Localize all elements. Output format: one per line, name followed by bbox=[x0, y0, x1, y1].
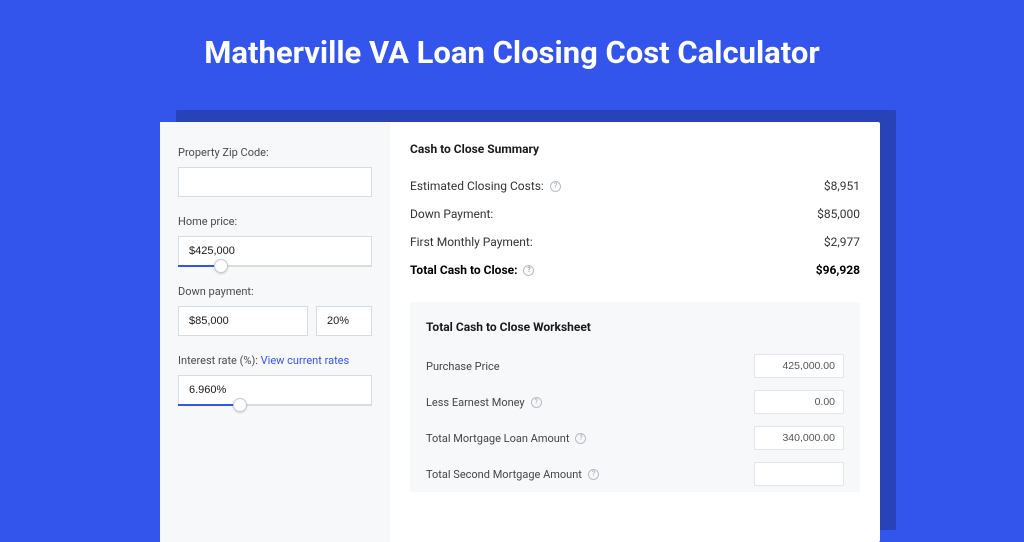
help-icon[interactable]: ? bbox=[575, 433, 586, 444]
inputs-panel: Property Zip Code: Home price: Down paym… bbox=[160, 122, 390, 542]
home-price-input[interactable] bbox=[178, 236, 372, 266]
home-price-group: Home price: bbox=[178, 215, 372, 267]
zip-group: Property Zip Code: bbox=[178, 146, 372, 197]
ws-label: Total Mortgage Loan Amount bbox=[426, 432, 569, 445]
down-payment-label: Down payment: bbox=[178, 285, 372, 298]
ws-input[interactable] bbox=[754, 354, 844, 378]
slider-fill bbox=[178, 404, 240, 406]
help-icon[interactable]: ? bbox=[523, 265, 534, 276]
slider-track bbox=[178, 265, 372, 267]
view-rates-link[interactable]: View current rates bbox=[261, 354, 350, 367]
slider-track bbox=[178, 404, 372, 406]
ws-input[interactable] bbox=[754, 390, 844, 414]
summary-value: $8,951 bbox=[824, 179, 860, 193]
summary-label: Estimated Closing Costs: bbox=[410, 179, 544, 193]
help-icon[interactable]: ? bbox=[550, 181, 561, 192]
interest-input[interactable] bbox=[178, 375, 372, 405]
worksheet-panel: Total Cash to Close Worksheet Purchase P… bbox=[410, 302, 860, 492]
interest-group: Interest rate (%): View current rates bbox=[178, 354, 372, 406]
home-price-label: Home price: bbox=[178, 215, 372, 228]
ws-input[interactable] bbox=[754, 462, 844, 486]
summary-value: $2,977 bbox=[824, 235, 860, 249]
interest-label: Interest rate (%): View current rates bbox=[178, 354, 372, 367]
interest-slider[interactable] bbox=[178, 375, 372, 406]
zip-input[interactable] bbox=[178, 167, 372, 197]
slider-thumb[interactable] bbox=[214, 259, 228, 273]
summary-label: Down Payment: bbox=[410, 207, 493, 221]
worksheet-row: Total Mortgage Loan Amount ? bbox=[426, 420, 844, 456]
summary-row: Down Payment: $85,000 bbox=[410, 200, 860, 228]
summary-total-row: Total Cash to Close: ? $96,928 bbox=[410, 256, 860, 284]
page-title: Matherville VA Loan Closing Cost Calcula… bbox=[0, 0, 1024, 95]
summary-row: First Monthly Payment: $2,977 bbox=[410, 228, 860, 256]
ws-input[interactable] bbox=[754, 426, 844, 450]
worksheet-row: Less Earnest Money ? bbox=[426, 384, 844, 420]
summary-value: $85,000 bbox=[817, 207, 860, 221]
ws-label: Purchase Price bbox=[426, 360, 500, 373]
ws-label: Total Second Mortgage Amount bbox=[426, 468, 582, 481]
summary-total-label: Total Cash to Close: bbox=[410, 263, 517, 277]
calculator-card: Property Zip Code: Home price: Down paym… bbox=[160, 122, 880, 542]
home-price-slider[interactable] bbox=[178, 236, 372, 267]
down-payment-pct-input[interactable] bbox=[316, 306, 372, 336]
worksheet-row: Purchase Price bbox=[426, 348, 844, 384]
summary-title: Cash to Close Summary bbox=[410, 142, 860, 156]
summary-total-value: $96,928 bbox=[816, 263, 860, 277]
help-icon[interactable]: ? bbox=[531, 397, 542, 408]
down-payment-input[interactable] bbox=[178, 306, 308, 336]
help-icon[interactable]: ? bbox=[588, 469, 599, 480]
summary-row: Estimated Closing Costs: ? $8,951 bbox=[410, 172, 860, 200]
slider-thumb[interactable] bbox=[233, 398, 247, 412]
summary-label: First Monthly Payment: bbox=[410, 235, 533, 249]
worksheet-row: Total Second Mortgage Amount ? bbox=[426, 456, 844, 492]
down-payment-group: Down payment: bbox=[178, 285, 372, 336]
interest-label-text: Interest rate (%): bbox=[178, 354, 261, 367]
worksheet-title: Total Cash to Close Worksheet bbox=[426, 320, 844, 334]
results-panel: Cash to Close Summary Estimated Closing … bbox=[390, 122, 880, 542]
zip-label: Property Zip Code: bbox=[178, 146, 372, 159]
ws-label: Less Earnest Money bbox=[426, 396, 525, 409]
